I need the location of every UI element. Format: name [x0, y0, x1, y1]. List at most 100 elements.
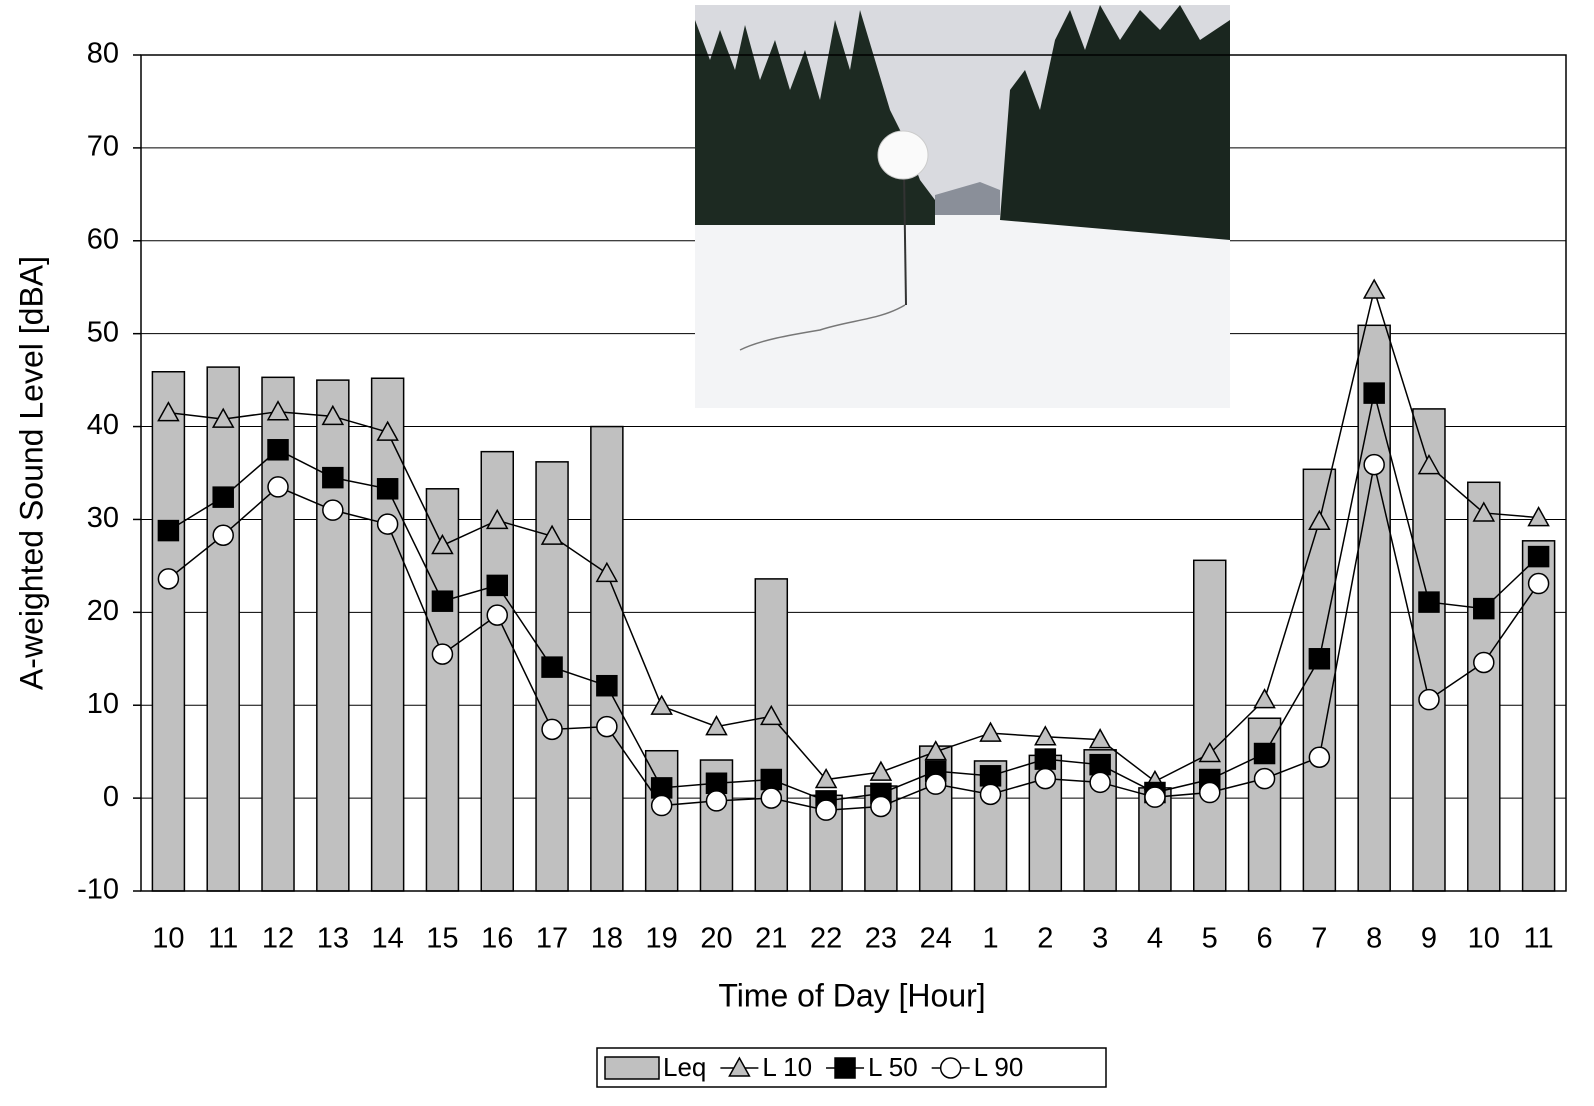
marker — [1418, 591, 1440, 613]
marker — [1034, 748, 1057, 770]
y-tick-label: 20 — [87, 595, 119, 627]
marker — [486, 604, 508, 626]
legend-label: L 50 — [868, 1052, 918, 1082]
y-tick-label: 40 — [87, 409, 119, 441]
marker — [541, 656, 563, 678]
marker — [1198, 741, 1222, 763]
marker — [1144, 786, 1166, 808]
series-line — [168, 392, 1540, 802]
bar — [206, 366, 240, 892]
marker — [267, 476, 289, 498]
x-tick-label: 5 — [1202, 923, 1218, 955]
marker — [1473, 651, 1495, 674]
y-tick-label: 70 — [87, 131, 119, 163]
marker — [485, 508, 509, 530]
x-tick-label: 16 — [481, 923, 513, 955]
bar — [261, 376, 295, 892]
legend-swatch — [604, 1056, 660, 1080]
marker — [157, 568, 180, 590]
marker — [1363, 382, 1385, 404]
bar — [1302, 468, 1337, 892]
marker — [1527, 506, 1550, 527]
legend-label: L 90 — [974, 1052, 1024, 1082]
x-tick-label: 17 — [536, 923, 568, 955]
marker — [321, 404, 345, 426]
marker — [1253, 688, 1276, 709]
legend-label: Leq — [663, 1052, 706, 1082]
bar — [644, 749, 679, 892]
marker — [376, 478, 399, 500]
marker — [157, 401, 180, 422]
marker — [1418, 688, 1440, 711]
marker — [596, 674, 618, 697]
y-tick-label: -10 — [77, 874, 119, 906]
y-tick-label: 80 — [87, 38, 119, 70]
x-tick-label: 20 — [700, 923, 732, 955]
marker — [869, 760, 893, 781]
marker — [939, 1057, 962, 1079]
y-axis-title: A-weighted Sound Level [dBA] — [13, 256, 49, 690]
marker — [1308, 509, 1331, 531]
x-axis-title: Time of Day [Hour] — [718, 977, 985, 1013]
marker — [870, 795, 892, 818]
marker — [431, 533, 454, 555]
bar — [1193, 559, 1227, 892]
marker — [1308, 648, 1331, 670]
bar — [754, 578, 789, 892]
x-tick-label: 11 — [1524, 923, 1554, 955]
x-tick-label: 10 — [1468, 923, 1500, 955]
marker — [924, 740, 947, 761]
marker — [1363, 453, 1385, 476]
marker — [212, 524, 234, 546]
x-tick-label: 23 — [865, 923, 897, 955]
marker — [760, 704, 783, 726]
lines — [157, 278, 1550, 821]
marker — [650, 794, 673, 817]
inset-photo — [695, 5, 1230, 408]
x-tick-label: 8 — [1366, 923, 1382, 955]
marker — [1362, 278, 1386, 299]
x-tick-label: 6 — [1256, 923, 1272, 955]
marker — [1034, 725, 1057, 746]
marker — [1473, 597, 1495, 620]
marker — [157, 519, 180, 542]
marker — [1199, 781, 1221, 804]
marker — [266, 400, 290, 421]
marker — [1034, 767, 1057, 790]
marker — [760, 787, 783, 809]
marker — [212, 486, 234, 508]
bar — [1412, 408, 1446, 892]
marker — [376, 420, 399, 441]
marker — [1527, 545, 1550, 568]
marker — [815, 799, 837, 821]
x-tick-label: 18 — [591, 923, 623, 955]
marker — [541, 718, 563, 741]
x-tick-label: 14 — [372, 923, 404, 955]
x-tick-label: 24 — [920, 923, 952, 955]
marker — [979, 721, 1002, 742]
marker — [486, 574, 508, 597]
plot-frame — [140, 54, 1567, 892]
marker — [1253, 767, 1276, 790]
x-tick-label: 3 — [1092, 923, 1108, 955]
marker — [760, 768, 783, 791]
x-tick-label: 1 — [982, 923, 998, 955]
marker — [834, 1057, 856, 1079]
marker — [267, 439, 289, 461]
x-tick-label: 12 — [262, 923, 294, 955]
bar — [1357, 324, 1391, 892]
bars — [151, 324, 1556, 892]
marker — [728, 1056, 751, 1077]
marker — [814, 767, 838, 789]
marker — [322, 466, 344, 489]
marker — [1417, 454, 1441, 475]
bar — [1467, 481, 1501, 892]
y-tick-label: 0 — [103, 781, 119, 813]
marker — [1253, 742, 1276, 765]
x-tick-label: 15 — [426, 923, 458, 955]
marker — [596, 715, 618, 738]
x-tick-label: 21 — [755, 923, 787, 955]
marker — [1089, 771, 1111, 794]
